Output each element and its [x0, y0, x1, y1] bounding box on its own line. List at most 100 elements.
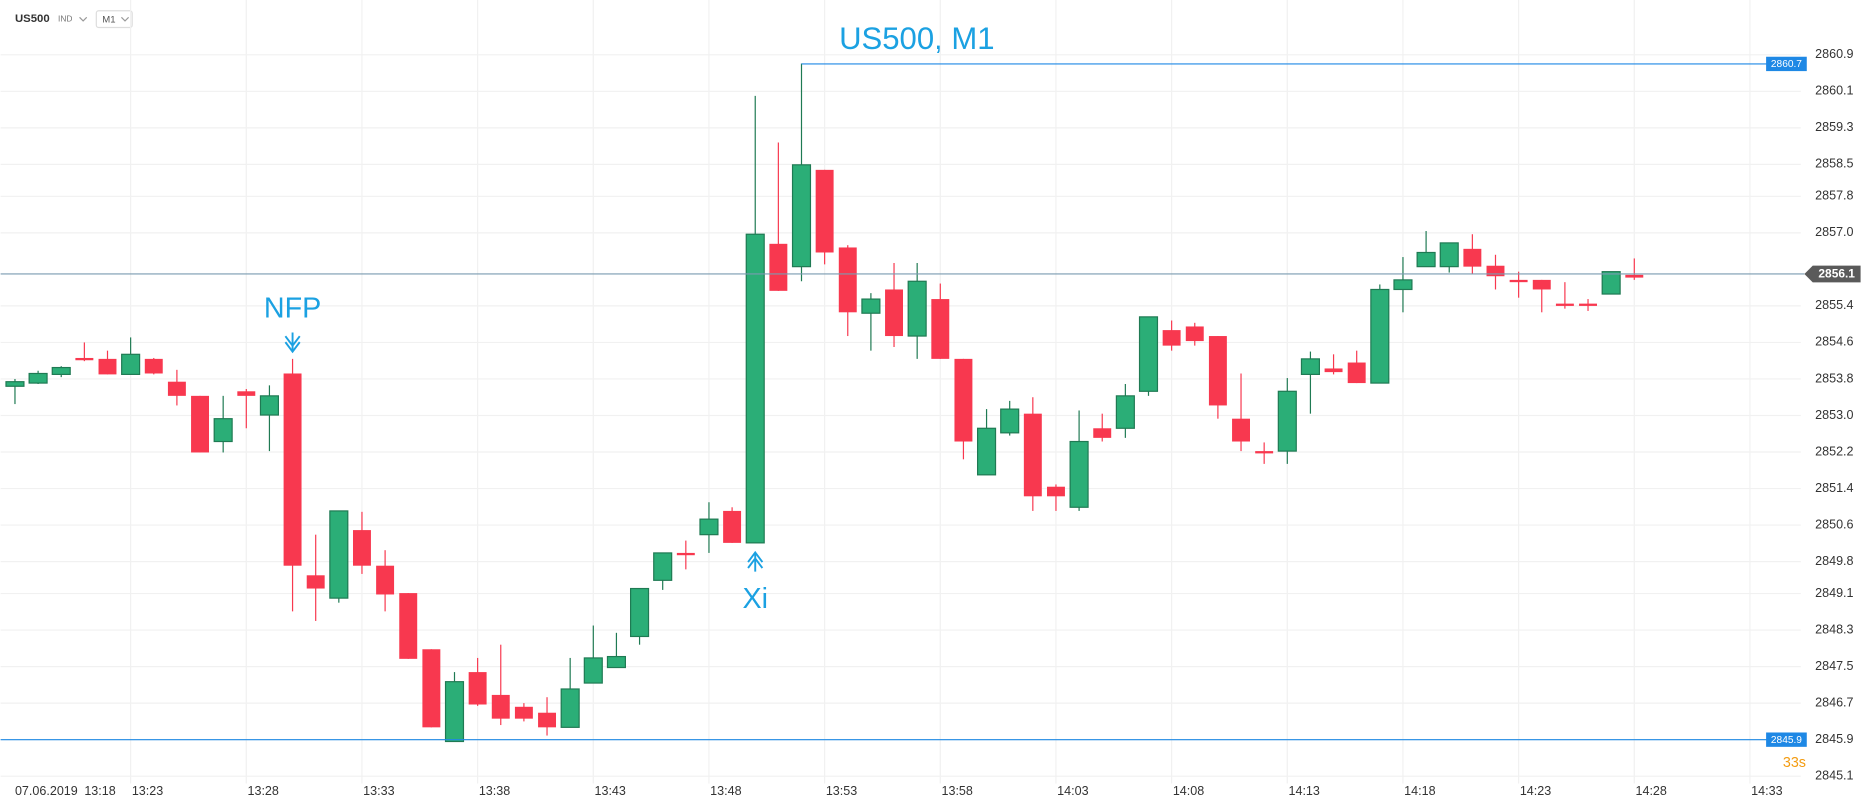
- low-label-box: [1766, 732, 1807, 747]
- y-tick-label: 2857.0: [1815, 225, 1853, 239]
- candle-body: [653, 552, 673, 581]
- candle-body: [976, 427, 997, 476]
- candle-body: [1370, 288, 1390, 384]
- y-tick-label: 2848.3: [1815, 622, 1853, 636]
- x-tick-label: 14:23: [1520, 784, 1551, 798]
- x-tick-label: 14:08: [1173, 784, 1204, 798]
- x-tick-label: 13:38: [479, 784, 510, 798]
- candle-body: [422, 649, 441, 728]
- market[interactable]: IND: [58, 13, 72, 23]
- dropdown-caret[interactable]: [120, 16, 130, 22]
- candle-body: [885, 289, 904, 337]
- current-price-label: 2856.1: [1818, 267, 1855, 281]
- candle-body: [491, 694, 510, 719]
- candle-body: [1509, 279, 1528, 283]
- candle-body: [306, 575, 325, 589]
- y-tick-label: 2847.5: [1815, 659, 1853, 673]
- candle-body: [1601, 271, 1621, 295]
- candle-body: [676, 552, 695, 556]
- y-tick-label: 2851.4: [1815, 481, 1853, 495]
- y-tick-label: 2849.8: [1815, 554, 1853, 568]
- countdown: 33s: [1783, 755, 1806, 771]
- candle-body: [1277, 390, 1297, 452]
- y-tick-label: 2860.1: [1815, 84, 1853, 98]
- candle-body: [699, 518, 719, 536]
- y-tick-label: 2853.8: [1815, 371, 1853, 385]
- candle-body: [538, 712, 557, 728]
- grid: [0, 0, 1801, 784]
- candle-body: [191, 395, 210, 453]
- candle-body: [1463, 248, 1482, 267]
- candle-body: [514, 706, 533, 719]
- date-label: 07.06.2019: [15, 784, 78, 798]
- candle-body: [954, 358, 973, 442]
- candle-body: [1185, 326, 1204, 342]
- candle-body: [213, 418, 233, 443]
- y-tick-label: 2854.6: [1815, 335, 1853, 349]
- toolbar: US500 IND M1: [15, 10, 133, 29]
- candle-body: [444, 681, 465, 743]
- x-tick-label: 14:18: [1404, 784, 1435, 798]
- dropdown-caret[interactable]: [79, 16, 88, 22]
- candle-body: [75, 357, 94, 361]
- candle-body: [352, 530, 371, 566]
- candle-body: [468, 672, 487, 705]
- x-tick-label: 13:33: [363, 784, 394, 798]
- candle-body: [1069, 440, 1089, 508]
- candle-body: [5, 381, 25, 387]
- x-tick-label: 13:43: [594, 784, 625, 798]
- y-tick-label: 2853.0: [1815, 408, 1853, 422]
- candle-body: [1138, 316, 1159, 392]
- y-tick-label: 2852.2: [1815, 444, 1853, 458]
- candle-body: [815, 169, 834, 253]
- y-tick-label: 2858.5: [1815, 157, 1853, 171]
- high-label-box: [1766, 56, 1807, 72]
- annotation-label: Xi: [742, 583, 768, 615]
- chart-title: US500, M1: [839, 21, 994, 56]
- x-tick-label: 13:53: [826, 784, 857, 798]
- x-tick-label: 14:13: [1288, 784, 1319, 798]
- x-tick-label: 14:03: [1057, 784, 1088, 798]
- y-tick-label: 2849.1: [1815, 586, 1853, 600]
- candle-body: [629, 587, 650, 638]
- symbol[interactable]: US500: [15, 13, 50, 25]
- low-label: 2845.9: [1771, 735, 1802, 746]
- x-tick-label: 14:28: [1635, 784, 1666, 798]
- candle-body: [931, 299, 950, 359]
- y-tick-label: 2859.3: [1815, 120, 1853, 134]
- x-tick-label: 13:28: [247, 784, 278, 798]
- candle-body: [1208, 336, 1227, 406]
- timeframe-select[interactable]: [95, 10, 133, 29]
- candle-body: [1023, 413, 1042, 497]
- x-tick-label: 13:18: [84, 784, 115, 798]
- candle-body: [1625, 274, 1644, 278]
- overlay: 2860.7 2845.9 2856.1 NFP Xi: [0, 56, 1861, 747]
- candle-body: [1532, 279, 1551, 290]
- annotation-arrow: [747, 550, 764, 572]
- y-tick-label: 2845.1: [1815, 769, 1853, 783]
- candle-body: [259, 395, 280, 416]
- x-tick-label: 14:33: [1751, 784, 1782, 798]
- x-tick-label: 13:58: [941, 784, 972, 798]
- y-tick-label: 2860.9: [1815, 47, 1853, 61]
- y-tick-label: 2850.6: [1815, 517, 1853, 531]
- candle-body: [1393, 279, 1413, 291]
- candle-body: [1439, 242, 1459, 268]
- candle-body: [723, 510, 742, 543]
- candle-body: [606, 655, 626, 669]
- candle-body: [1115, 395, 1135, 429]
- candle-body: [1347, 362, 1366, 384]
- candle-body: [329, 510, 349, 599]
- candle-body: [237, 391, 256, 396]
- x-tick-label: 13:23: [132, 784, 163, 798]
- candles: [5, 63, 1644, 743]
- candle-body: [28, 372, 48, 384]
- y-tick-label: 2855.4: [1815, 298, 1853, 312]
- candle-body: [1300, 358, 1320, 375]
- timeframe[interactable]: M1: [102, 14, 115, 25]
- candle-body: [144, 358, 163, 374]
- candle-body: [1046, 486, 1065, 497]
- high-label: 2860.7: [1771, 59, 1802, 70]
